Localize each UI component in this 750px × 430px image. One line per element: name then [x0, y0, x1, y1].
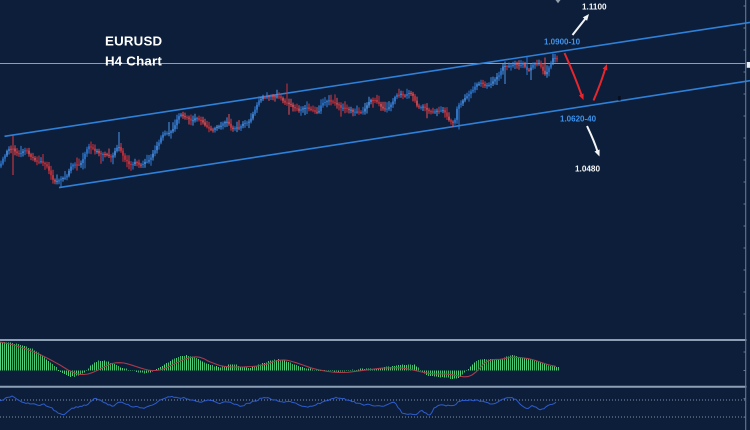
svg-text:EURUSD: EURUSD — [105, 33, 163, 48]
svg-text:1.0620-40: 1.0620-40 — [560, 115, 597, 124]
svg-text:1.0900-10: 1.0900-10 — [544, 37, 581, 46]
svg-text:1.1100: 1.1100 — [582, 2, 607, 11]
svg-text:H4 Chart: H4 Chart — [105, 54, 162, 69]
svg-text:1.0480: 1.0480 — [575, 164, 600, 173]
